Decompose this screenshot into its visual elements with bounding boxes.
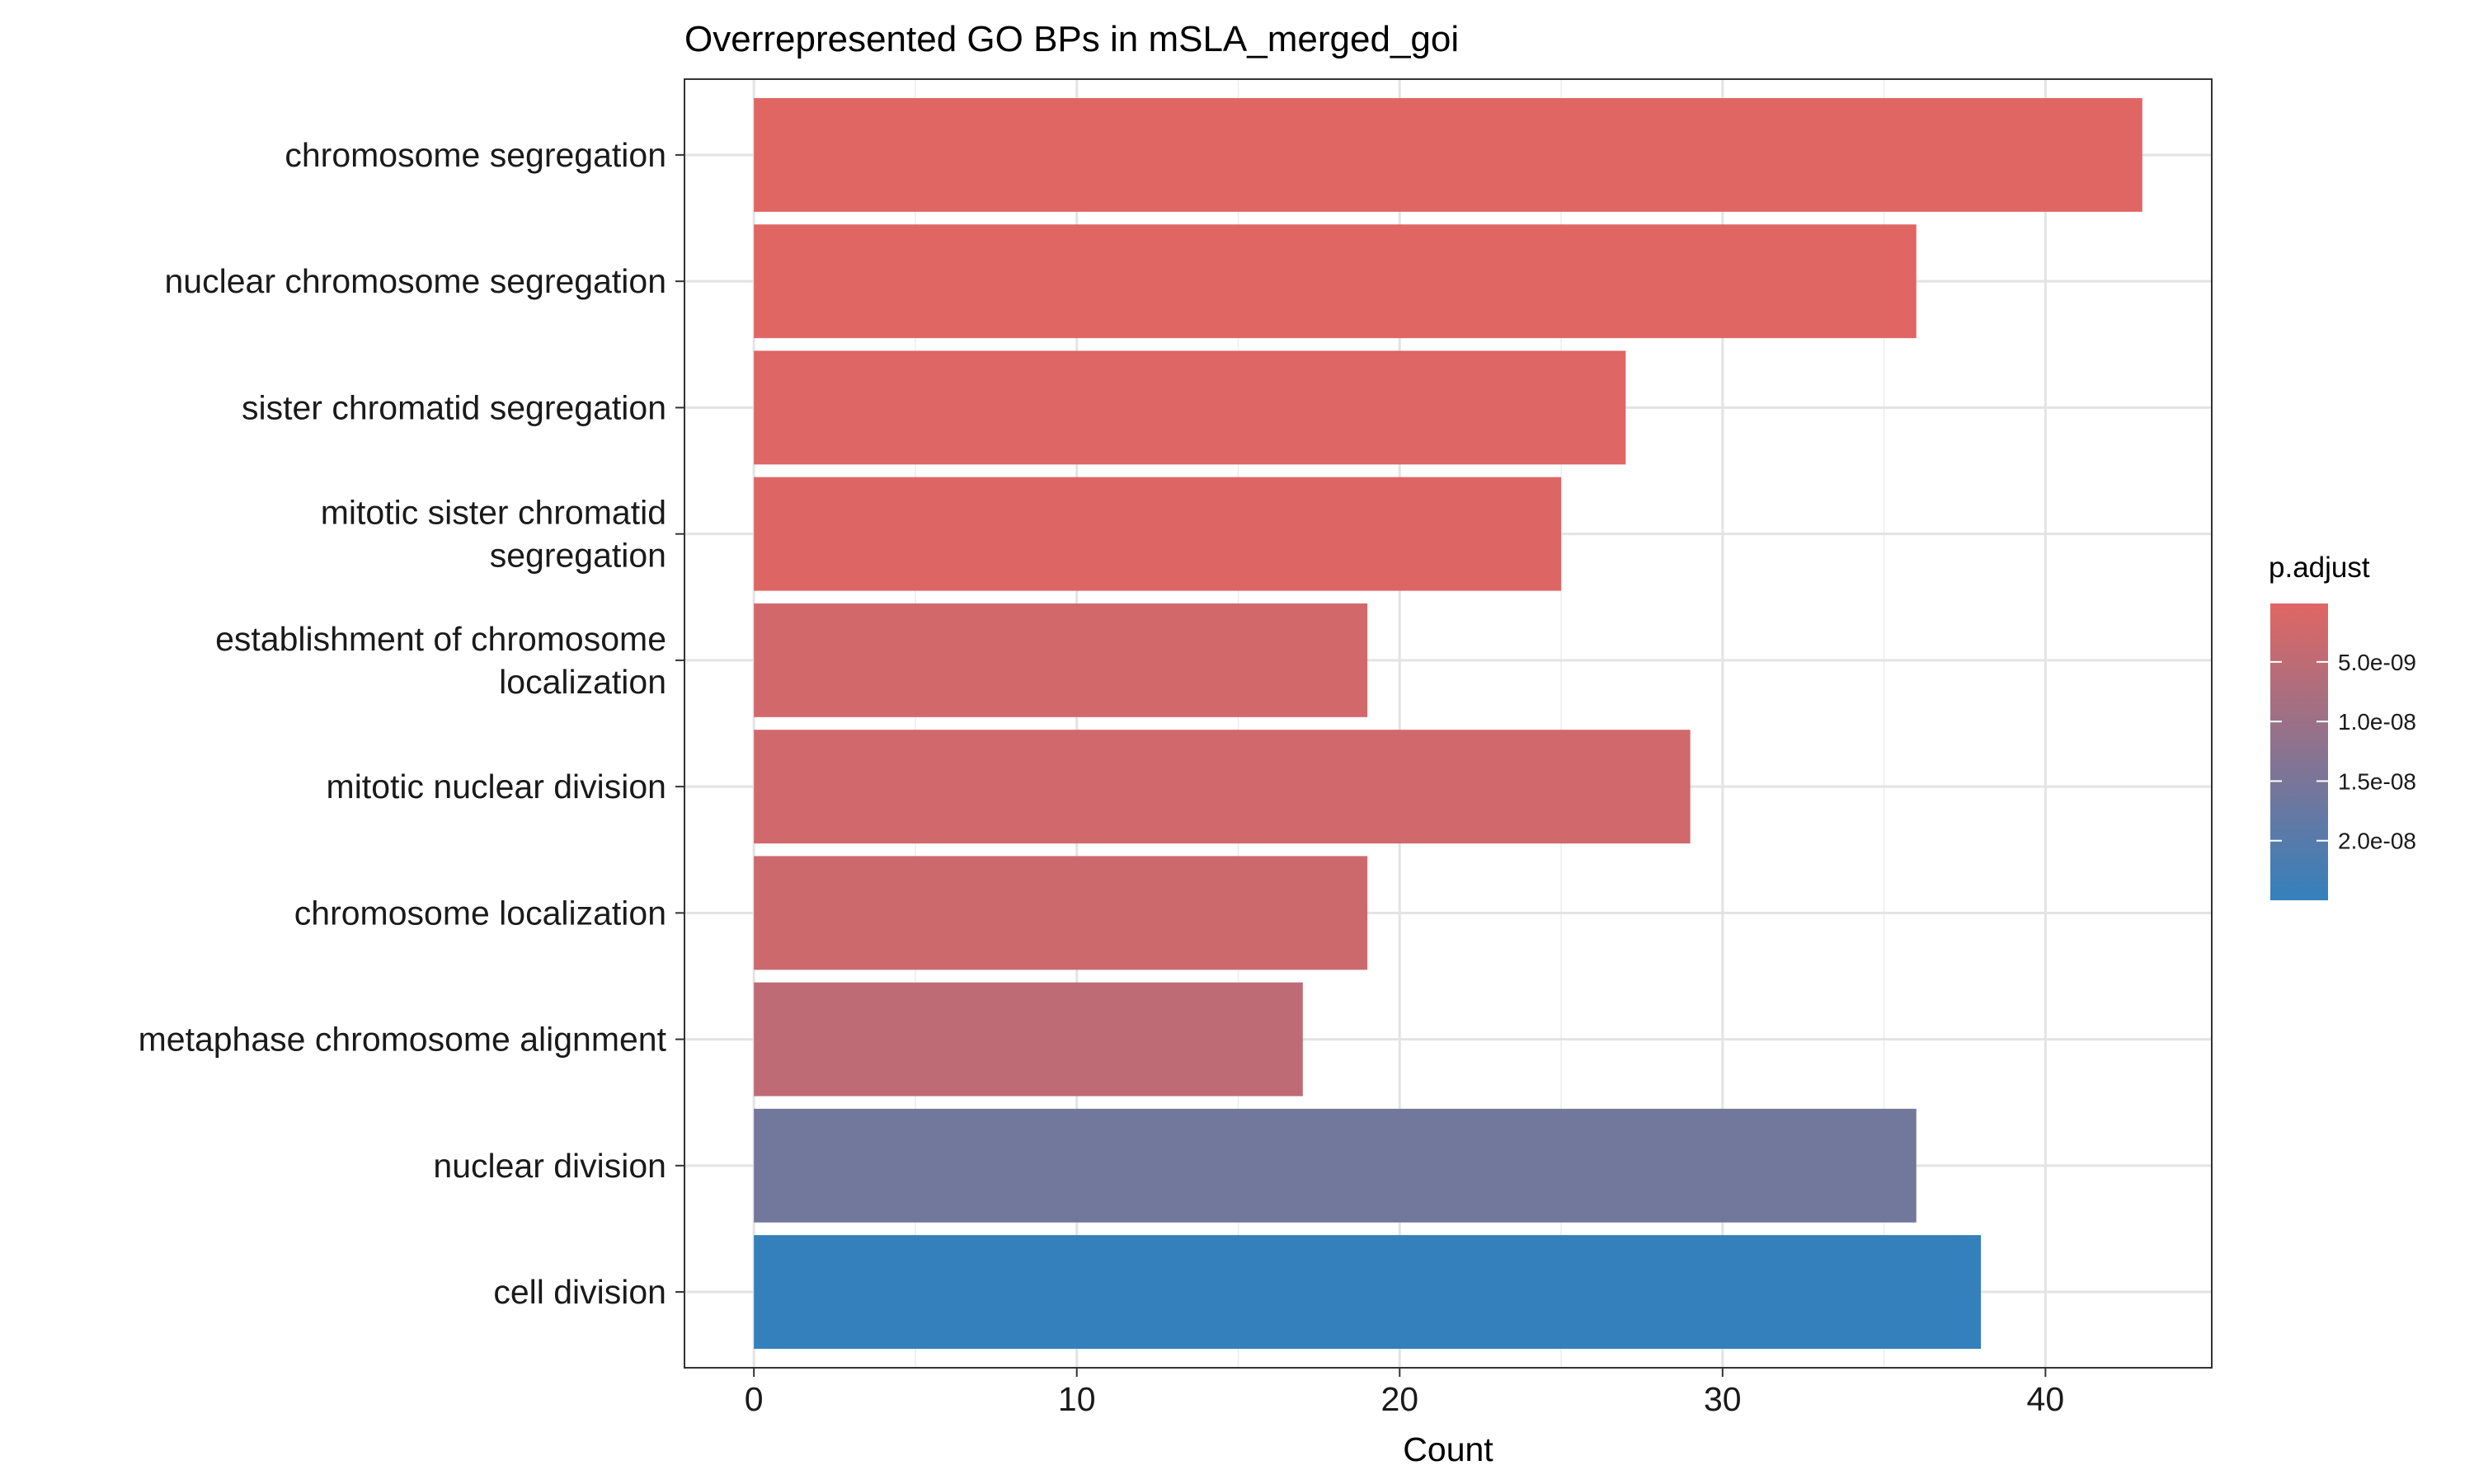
- category-label: cell division: [493, 1273, 666, 1311]
- bar: [754, 97, 2142, 212]
- plot-border: [684, 78, 2213, 1369]
- category-label: metaphase chromosome alignment: [139, 1021, 667, 1059]
- x-tick-label: 0: [745, 1380, 764, 1418]
- legend: p.adjust 5.0e-09 1.0e-08 1.5e-08 2.0e-08: [2269, 552, 2416, 900]
- x-tick-label: 10: [1058, 1380, 1096, 1418]
- category-label: nuclear division: [433, 1147, 666, 1185]
- legend-tick-label: 5.0e-09: [2338, 650, 2416, 675]
- legend-title: p.adjust: [2269, 552, 2370, 584]
- bar: [754, 350, 1626, 465]
- bar: [754, 1108, 1917, 1223]
- axis-layer: 0 10 20 30 40 chromosome segregation nuclear c…: [139, 136, 2065, 1418]
- legend-tick-label: 1.5e-08: [2338, 768, 2416, 794]
- category-label: mitotic sister chromatid segregation: [321, 494, 666, 575]
- legend-ticks: 5.0e-09 1.0e-08 1.5e-08 2.0e-08: [2270, 650, 2416, 854]
- bar: [754, 477, 1562, 591]
- bar: [754, 603, 1368, 717]
- x-axis-title: Count: [1403, 1430, 1493, 1468]
- category-label: nuclear chromosome segregation: [165, 262, 667, 300]
- category-label: chromosome localization: [294, 894, 666, 932]
- category-label: chromosome segregation: [285, 136, 666, 174]
- bar: [754, 224, 1917, 339]
- legend-colorbar: [2270, 603, 2328, 900]
- x-tick-label: 40: [2027, 1380, 2065, 1418]
- legend-tick-label: 2.0e-08: [2338, 829, 2416, 854]
- bar: [754, 730, 1691, 844]
- legend-tick-label: 1.0e-08: [2338, 709, 2416, 735]
- bar: [754, 1235, 1982, 1350]
- category-label: establishment of chromosome localization: [215, 620, 666, 701]
- bar-layer: [754, 97, 2142, 1350]
- category-label: mitotic nuclear division: [327, 768, 666, 805]
- bar: [754, 856, 1368, 970]
- bar: [754, 982, 1303, 1097]
- x-tick-label: 30: [1704, 1380, 1742, 1418]
- x-tick-label: 20: [1380, 1380, 1418, 1418]
- category-label: sister chromatid segregation: [242, 388, 666, 426]
- chart-title: Overrepresented GO BPs in mSLA_merged_go…: [684, 19, 1459, 59]
